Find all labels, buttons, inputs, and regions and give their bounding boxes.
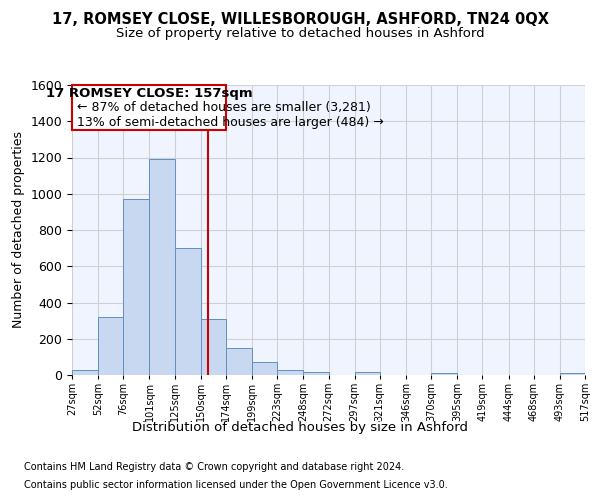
Bar: [124, 199, 149, 375]
Bar: [304, 372, 329, 375]
Bar: [149, 160, 175, 375]
Bar: [355, 372, 380, 375]
Bar: [560, 373, 585, 375]
Bar: [252, 362, 277, 375]
Bar: [431, 373, 457, 375]
Text: Size of property relative to detached houses in Ashford: Size of property relative to detached ho…: [116, 28, 484, 40]
FancyBboxPatch shape: [72, 85, 226, 130]
Text: 17, ROMSEY CLOSE, WILLESBOROUGH, ASHFORD, TN24 0QX: 17, ROMSEY CLOSE, WILLESBOROUGH, ASHFORD…: [52, 12, 548, 28]
Bar: [72, 370, 98, 375]
Text: 13% of semi-detached houses are larger (484) →: 13% of semi-detached houses are larger (…: [77, 116, 384, 128]
Bar: [277, 370, 304, 375]
Text: Distribution of detached houses by size in Ashford: Distribution of detached houses by size …: [132, 421, 468, 434]
Bar: [175, 248, 201, 375]
Text: 17 ROMSEY CLOSE: 157sqm: 17 ROMSEY CLOSE: 157sqm: [46, 86, 252, 100]
Bar: [98, 317, 124, 375]
Text: Contains HM Land Registry data © Crown copyright and database right 2024.: Contains HM Land Registry data © Crown c…: [24, 462, 404, 472]
Text: ← 87% of detached houses are smaller (3,281): ← 87% of detached houses are smaller (3,…: [77, 101, 371, 114]
Y-axis label: Number of detached properties: Number of detached properties: [12, 132, 25, 328]
Text: Contains public sector information licensed under the Open Government Licence v3: Contains public sector information licen…: [24, 480, 448, 490]
Bar: [226, 348, 252, 375]
Bar: [201, 319, 226, 375]
